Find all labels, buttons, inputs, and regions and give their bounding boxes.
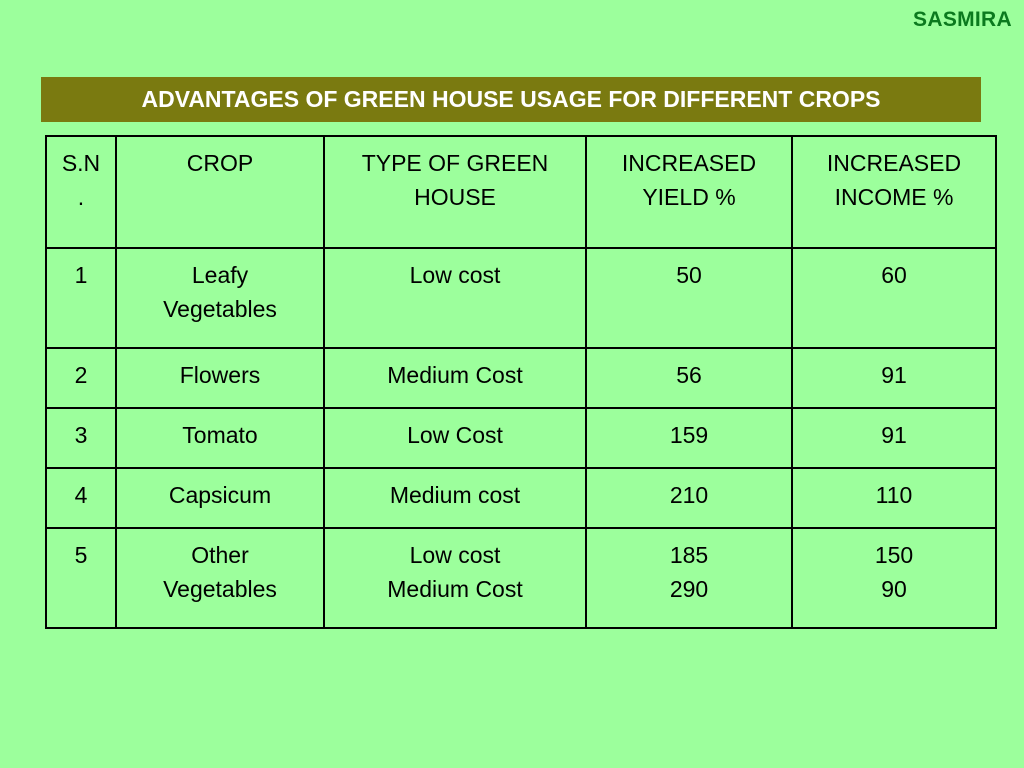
table-row: 1 Leafy Vegetables Low cost 50 60 (45, 247, 997, 349)
header-crop: CROP (115, 135, 325, 249)
cell-line: Flowers (179, 362, 261, 388)
cell-income: 60 (791, 247, 997, 349)
cell-income: 91 (791, 347, 997, 409)
cell-line: Medium cost (389, 482, 521, 508)
brand-label: SASMIRA (913, 8, 1012, 31)
cell-type: Medium Cost (323, 347, 587, 409)
cell-line: 60 (881, 262, 907, 288)
cell-line: 56 (676, 362, 702, 388)
header-income: INCREASED INCOME % (791, 135, 997, 249)
cell-line: 91 (881, 422, 907, 448)
header-yield: INCREASED YIELD % (585, 135, 793, 249)
page-title: ADVANTAGES OF GREEN HOUSE USAGE FOR DIFF… (41, 77, 981, 122)
table-row: 5 Other Vegetables Low cost Medium Cost … (45, 527, 997, 629)
header-sn: S.N . (45, 135, 117, 249)
cell-sn: 4 (45, 467, 117, 529)
cell-line: 50 (676, 262, 702, 288)
cell-line: 185 (669, 542, 709, 568)
cell-yield: 56 (585, 347, 793, 409)
header-yield-line: INCREASED (621, 150, 757, 176)
crops-table: S.N . CROP TYPE OF GREEN HOUSE INCREASED… (45, 135, 997, 629)
cell-line: 290 (669, 576, 709, 602)
cell-line: 110 (875, 482, 913, 508)
header-sn-line: S.N (61, 150, 101, 176)
header-type-line: TYPE OF GREEN (361, 150, 549, 176)
cell-line: 159 (669, 422, 709, 448)
cell-income: 150 90 (791, 527, 997, 629)
cell-line: 150 (874, 542, 914, 568)
cell-yield: 159 (585, 407, 793, 469)
header-type: TYPE OF GREEN HOUSE (323, 135, 587, 249)
cell-line: Vegetables (163, 296, 277, 322)
cell-type: Low Cost (323, 407, 587, 469)
cell-type: Low cost (323, 247, 587, 349)
cell-yield: 50 (585, 247, 793, 349)
cell-line: 90 (881, 576, 907, 602)
cell-sn: 2 (45, 347, 117, 409)
cell-type: Medium cost (323, 467, 587, 529)
cell-sn: 5 (45, 527, 117, 629)
cell-type: Low cost Medium Cost (323, 527, 587, 629)
table-header-row: S.N . CROP TYPE OF GREEN HOUSE INCREASED… (45, 135, 997, 249)
cell-line: Capsicum (168, 482, 272, 508)
cell-line: Other (191, 542, 249, 568)
cell-line: 91 (881, 362, 907, 388)
cell-line: Tomato (182, 422, 258, 448)
header-yield-line: YIELD % (642, 184, 736, 210)
cell-crop: Other Vegetables (115, 527, 325, 629)
cell-line: Low cost (409, 542, 501, 568)
cell-line: Vegetables (163, 576, 277, 602)
header-income-line: INCOME % (834, 184, 954, 210)
cell-income: 110 (791, 467, 997, 529)
cell-crop: Capsicum (115, 467, 325, 529)
cell-line: 210 (669, 482, 709, 508)
cell-crop: Tomato (115, 407, 325, 469)
cell-line: Leafy (191, 262, 249, 288)
cell-yield: 210 (585, 467, 793, 529)
cell-crop: Flowers (115, 347, 325, 409)
cell-crop: Leafy Vegetables (115, 247, 325, 349)
cell-yield: 185 290 (585, 527, 793, 629)
cell-sn: 1 (45, 247, 117, 349)
header-sn-line: . (77, 184, 85, 210)
header-type-line: HOUSE (414, 184, 496, 210)
header-crop-line: CROP (186, 150, 254, 176)
cell-line: Low Cost (407, 422, 503, 448)
table-row: 3 Tomato Low Cost 159 91 (45, 407, 997, 469)
cell-income: 91 (791, 407, 997, 469)
table-row: 2 Flowers Medium Cost 56 91 (45, 347, 997, 409)
cell-line: Low cost (409, 262, 501, 288)
table-row: 4 Capsicum Medium cost 210 110 (45, 467, 997, 529)
cell-sn: 3 (45, 407, 117, 469)
cell-line: Medium Cost (387, 576, 523, 602)
cell-line: Medium Cost (387, 362, 523, 388)
header-income-line: INCREASED (826, 150, 962, 176)
